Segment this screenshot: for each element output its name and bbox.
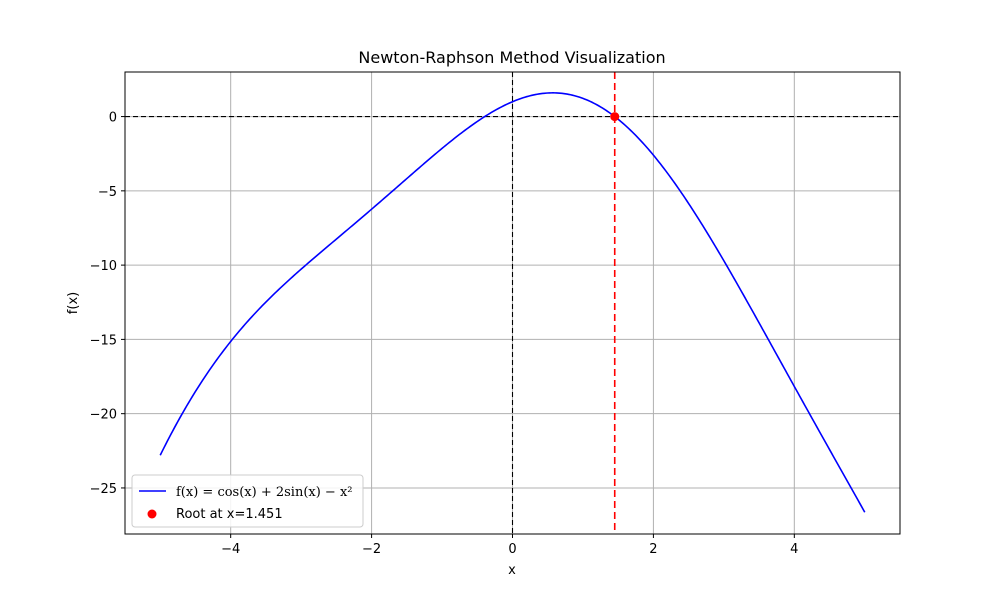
legend-dot-swatch <box>147 509 157 519</box>
y-tick-label: −25 <box>90 482 117 497</box>
y-ticks: 0 −5 −10 −15 −20 −25 <box>90 111 125 497</box>
x-ticks: −4 −2 0 2 4 <box>221 534 798 557</box>
y-axis-label: f(x) <box>66 292 81 314</box>
x-axis-label: x <box>508 563 516 578</box>
x-tick-label: 2 <box>649 542 657 557</box>
chart-title: Newton-Raphson Method Visualization <box>358 48 665 67</box>
root-point <box>610 112 620 122</box>
legend: f(x) = cos(x) + 2sin(x) − x² Root at x=1… <box>131 474 364 528</box>
reference-lines <box>125 72 900 534</box>
x-tick-label: 4 <box>790 542 798 557</box>
x-tick-label: −4 <box>221 542 240 557</box>
y-tick-label: 0 <box>109 111 117 126</box>
legend-entry-root: Root at x=1.451 <box>176 507 283 522</box>
x-tick-label: 0 <box>508 542 516 557</box>
x-tick-label: −2 <box>362 542 381 557</box>
legend-box <box>131 474 364 528</box>
series-line <box>159 92 866 513</box>
legend-entry-function: f(x) = cos(x) + 2sin(x) − x² <box>176 485 353 500</box>
y-tick-label: −10 <box>90 259 117 274</box>
y-tick-label: −20 <box>90 408 117 423</box>
y-tick-label: −5 <box>98 185 117 200</box>
y-tick-label: −15 <box>90 333 117 348</box>
